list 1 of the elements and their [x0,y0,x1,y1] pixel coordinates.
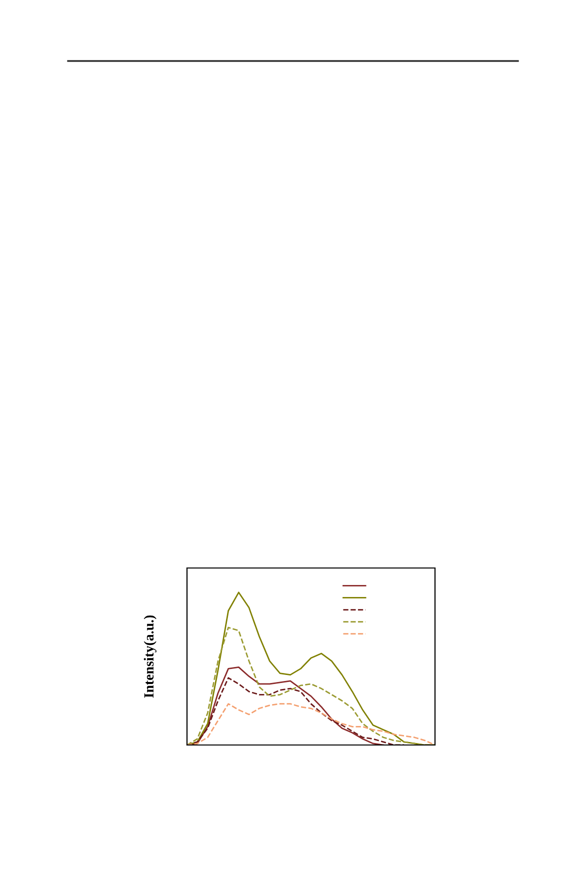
y-axis-title: Intensity(a.u.) [144,615,156,698]
